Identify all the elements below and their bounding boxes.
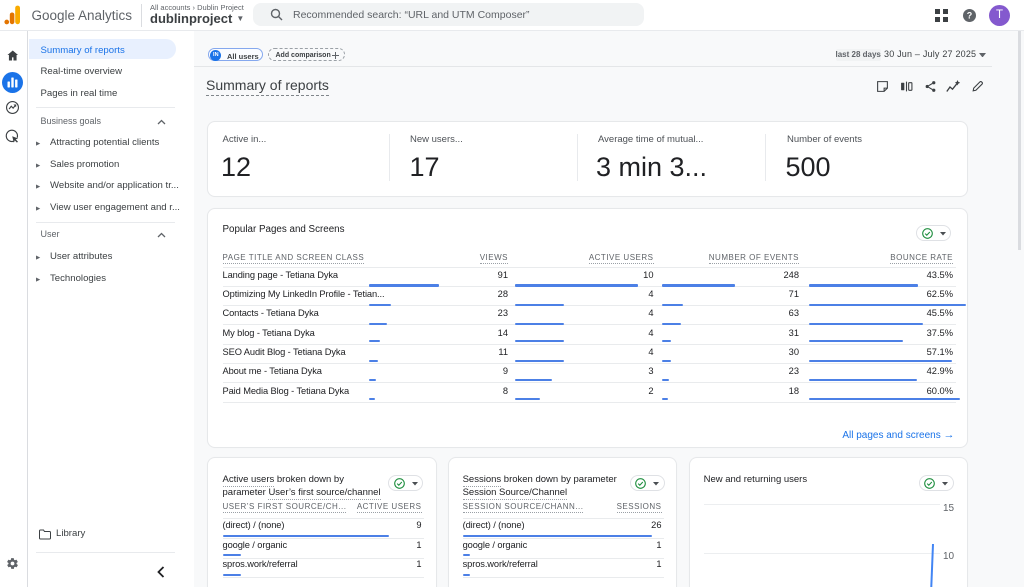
svg-text:?: ? bbox=[967, 11, 973, 21]
